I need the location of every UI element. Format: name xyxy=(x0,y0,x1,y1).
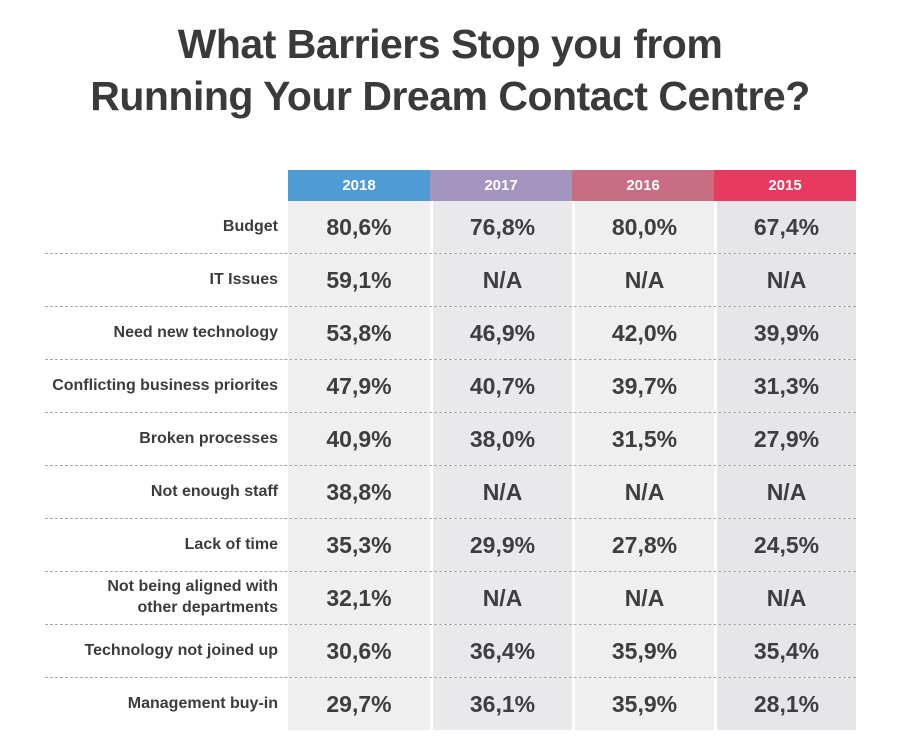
value-cell: 47,9% xyxy=(288,360,430,412)
value-cell: N/A xyxy=(430,572,572,624)
column-header-2018: 2018 xyxy=(288,170,430,201)
value-cell: N/A xyxy=(572,572,714,624)
column-header-2015: 2015 xyxy=(714,170,856,201)
value-cell: 39,7% xyxy=(572,360,714,412)
value-cell: 32,1% xyxy=(288,572,430,624)
value-cell: 53,8% xyxy=(288,307,430,359)
value-cell: 28,1% xyxy=(714,678,856,730)
value-cell: 59,1% xyxy=(288,254,430,306)
column-header-2017: 2017 xyxy=(430,170,572,201)
value-cell: 80,0% xyxy=(572,201,714,253)
row-label: Lack of time xyxy=(184,535,278,553)
value-cell: 39,9% xyxy=(714,307,856,359)
table-row: Management buy-in 29,7% 36,1% 35,9% 28,1… xyxy=(45,678,856,730)
row-label: IT Issues xyxy=(209,270,278,288)
value-cell: N/A xyxy=(430,466,572,518)
column-header-2016: 2016 xyxy=(572,170,714,201)
value-cell: N/A xyxy=(572,466,714,518)
value-cell: N/A xyxy=(714,254,856,306)
table-row: IT Issues 59,1% N/A N/A N/A xyxy=(45,254,856,307)
table-row: Lack of time 35,3% 29,9% 27,8% 24,5% xyxy=(45,519,856,572)
value-cell: 35,4% xyxy=(714,625,856,677)
value-cell: 46,9% xyxy=(430,307,572,359)
value-cell: 40,7% xyxy=(430,360,572,412)
value-cell: 38,0% xyxy=(430,413,572,465)
value-cell: 80,6% xyxy=(288,201,430,253)
table-row: Broken processes 40,9% 38,0% 31,5% 27,9% xyxy=(45,413,856,466)
row-label: Management buy-in xyxy=(127,694,278,712)
value-cell: 27,9% xyxy=(714,413,856,465)
table-row: Need new technology 53,8% 46,9% 42,0% 39… xyxy=(45,307,856,360)
chart-title: What Barriers Stop you from Running Your… xyxy=(90,21,810,119)
value-cell: 30,6% xyxy=(288,625,430,677)
value-cell: N/A xyxy=(714,572,856,624)
value-cell: 67,4% xyxy=(714,201,856,253)
value-cell: 42,0% xyxy=(572,307,714,359)
table-row: Conflicting business priorites 47,9% 40,… xyxy=(45,360,856,413)
value-cell: 36,1% xyxy=(430,678,572,730)
value-cell: 35,9% xyxy=(572,625,714,677)
row-label: Broken processes xyxy=(139,429,278,447)
value-cell: 24,5% xyxy=(714,519,856,571)
value-cell: 35,9% xyxy=(572,678,714,730)
row-label: Budget xyxy=(222,217,278,235)
row-label: Need new technology xyxy=(113,323,278,341)
table-row: Technology not joined up 30,6% 36,4% 35,… xyxy=(45,625,856,678)
row-label: Not being aligned with other departments xyxy=(107,578,278,616)
value-cell: 31,5% xyxy=(572,413,714,465)
value-cell: 38,8% xyxy=(288,466,430,518)
value-cell: 27,8% xyxy=(572,519,714,571)
value-cell: 40,9% xyxy=(288,413,430,465)
value-cell: 36,4% xyxy=(430,625,572,677)
barriers-table: 2018 2017 2016 2015 Budget 80,6% 76,8% 8… xyxy=(45,170,856,730)
value-cell: 35,3% xyxy=(288,519,430,571)
year-header-row: 2018 2017 2016 2015 xyxy=(288,170,856,201)
value-cell: N/A xyxy=(714,466,856,518)
value-cell: N/A xyxy=(572,254,714,306)
value-cell: 31,3% xyxy=(714,360,856,412)
value-cell: 76,8% xyxy=(430,201,572,253)
value-cell: 29,9% xyxy=(430,519,572,571)
row-label: Technology not joined up xyxy=(84,641,278,659)
row-label: Conflicting business priorites xyxy=(52,376,278,394)
value-cell: N/A xyxy=(430,254,572,306)
row-label: Not enough staff xyxy=(150,482,278,500)
table-row: Not being aligned with other departments… xyxy=(45,572,856,625)
table-row: Budget 80,6% 76,8% 80,0% 67,4% xyxy=(45,201,856,254)
value-cell: 29,7% xyxy=(288,678,430,730)
table-row: Not enough staff 38,8% N/A N/A N/A xyxy=(45,466,856,519)
